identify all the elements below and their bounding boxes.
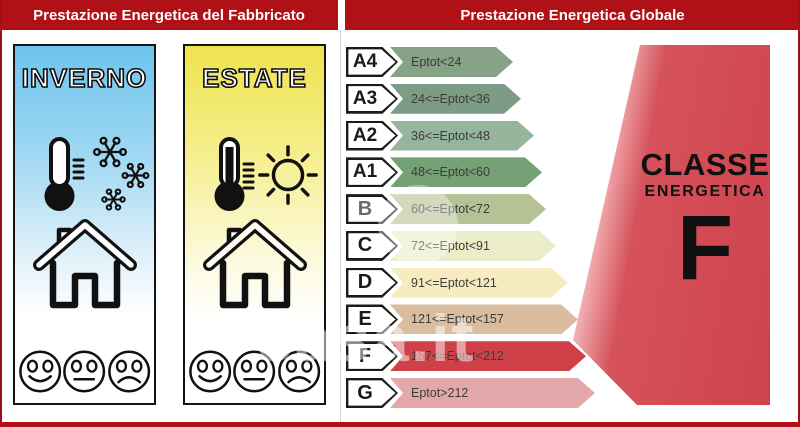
winter-column: INVERNO (13, 44, 156, 405)
class-badge-label: E (358, 307, 372, 330)
summer-comfort-faces (188, 349, 321, 394)
class-range-label: Eptot>212 (411, 386, 469, 401)
smiley-sad-icon (107, 350, 150, 393)
class-range-arrow: 48<=Eptot<60 (390, 157, 542, 187)
class-result-block: CLASSE ENERGETICA F (628, 147, 782, 300)
class-range-label: Eptot<24 (411, 55, 462, 69)
class-range-arrow: 60<=Eptot<72 (390, 194, 546, 224)
sun-icon (258, 145, 318, 205)
class-badge-label: G (357, 381, 373, 404)
class-badge: E (346, 304, 398, 335)
frame-right-border (798, 0, 800, 427)
class-range-arrow: Eptot>212 (390, 378, 595, 408)
class-range-arrow: 121<=Eptot<157 (390, 304, 578, 334)
class-range-arrow: 72<=Eptot<91 (390, 231, 556, 261)
class-badge-label: F (358, 344, 372, 367)
class-badge-label: D (357, 271, 373, 294)
class-range-arrow: 24<=Eptot<36 (390, 84, 521, 114)
panel-divider (340, 30, 341, 422)
energy-class-row-d: D 91<=Eptot<121 (346, 267, 568, 298)
energetica-word: ENERGETICA (644, 183, 766, 201)
summer-title: ESTATE (201, 62, 307, 94)
frame-bottom-border (0, 422, 800, 427)
class-range-label: 48<=Eptot<60 (411, 165, 490, 180)
class-range-label: 72<=Eptot<91 (411, 238, 490, 253)
smiley-neutral-icon (233, 350, 276, 393)
class-range-label: 91<=Eptot<121 (411, 275, 497, 290)
class-range-label: 121<=Eptot<157 (411, 312, 504, 327)
class-badge: A3 (346, 83, 398, 114)
class-range-label: 60<=Eptot<72 (411, 202, 490, 217)
winter-title: INVERNO (21, 62, 148, 94)
class-range-label: 24<=Eptot<36 (411, 91, 490, 106)
thermometer-hot-icon (214, 137, 255, 211)
snowflake-icon (92, 136, 128, 168)
right-panel-header: Prestazione Energetica Globale (345, 0, 800, 30)
current-class-letter: F (676, 197, 734, 300)
class-range-label: 157<=Eptot<212 (411, 349, 504, 364)
energy-class-row-f: F 157<=Eptot<212 (346, 341, 586, 372)
house-icon (33, 219, 137, 309)
class-badge: B (346, 194, 398, 225)
frame-left-border (0, 0, 2, 427)
class-badge-label: A2 (352, 124, 378, 146)
class-badge-label: A4 (352, 51, 378, 72)
class-range-arrow: Eptot<24 (390, 47, 513, 77)
class-badge: C (346, 230, 398, 261)
class-range-arrow: 157<=Eptot<212 (390, 341, 586, 371)
class-badge: G (346, 378, 398, 409)
class-badge-label: A1 (352, 161, 378, 183)
winter-comfort-faces (18, 349, 151, 394)
class-badge: F (346, 341, 398, 372)
energy-class-row-g: G Eptot>212 (346, 378, 595, 409)
class-badge-label: C (357, 234, 373, 257)
snowflake-icon (101, 188, 126, 211)
left-panel-header: Prestazione Energetica del Fabbricato (0, 0, 338, 30)
smiley-neutral-icon (63, 350, 106, 393)
house-icon (203, 219, 307, 309)
class-badge-label: A3 (352, 87, 378, 109)
energy-class-row-b: B 60<=Eptot<72 (346, 194, 546, 225)
class-badge: A4 (346, 47, 398, 77)
class-range-arrow: 91<=Eptot<121 (390, 268, 568, 298)
class-range-arrow: 36<=Eptot<48 (390, 121, 534, 151)
smiley-happy-icon (189, 350, 232, 393)
classe-word: CLASSE (640, 147, 770, 182)
smiley-happy-icon (19, 350, 62, 393)
energy-class-row-a4: A4 Eptot<24 (346, 47, 513, 77)
energy-class-row-a3: A3 24<=Eptot<36 (346, 83, 521, 114)
energy-class-row-a1: A1 48<=Eptot<60 (346, 157, 542, 188)
energy-class-row-c: C 72<=Eptot<91 (346, 230, 556, 261)
class-badge: D (346, 267, 398, 298)
energy-class-row-e: E 121<=Eptot<157 (346, 304, 578, 335)
summer-column: ESTATE (183, 44, 326, 405)
class-badge: A1 (346, 157, 398, 188)
class-badge-label: B (357, 197, 373, 220)
smiley-sad-icon (277, 350, 320, 393)
thermometer-cold-icon (44, 137, 85, 211)
energy-class-row-a2: A2 36<=Eptot<48 (346, 120, 534, 151)
snowflake-icon (121, 162, 150, 189)
class-badge: A2 (346, 120, 398, 151)
class-range-label: 36<=Eptot<48 (411, 128, 490, 143)
